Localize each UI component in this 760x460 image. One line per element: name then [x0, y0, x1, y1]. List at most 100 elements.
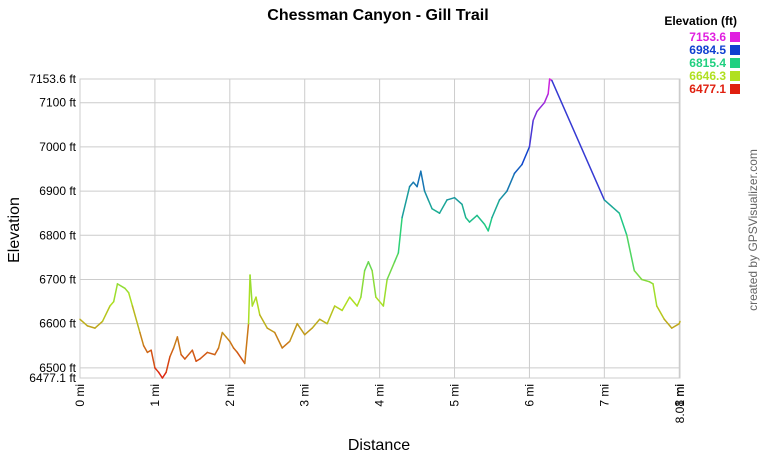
elevation-segment — [172, 336, 179, 349]
elevation-segment — [427, 199, 433, 210]
elevation-segment — [112, 283, 119, 303]
elevation-segment — [678, 320, 681, 325]
elevation-segment — [176, 336, 182, 356]
elevation-segment — [423, 190, 430, 201]
elevation-segment — [453, 196, 463, 206]
elevation-segment — [247, 274, 251, 325]
y-tick-label: 7153.6 ft — [29, 72, 76, 86]
elevation-segment — [626, 234, 636, 272]
elevation-segment — [397, 216, 403, 254]
elevation-segment — [109, 300, 115, 307]
x-tick-label: 8 mi — [672, 384, 686, 407]
elevation-segment — [236, 351, 246, 365]
elevation-segment — [412, 181, 418, 188]
legend-title: Elevation (ft) — [664, 14, 737, 28]
elevation-segment — [487, 216, 493, 232]
elevation-segment — [367, 261, 373, 272]
elevation-segment — [671, 322, 681, 329]
elevation-segment — [127, 291, 134, 307]
elevation-segment — [318, 318, 328, 325]
elevation-segment — [251, 296, 257, 307]
elevation-segment — [633, 269, 643, 281]
legend-swatch — [730, 84, 740, 94]
x-axis-label: Distance — [348, 437, 410, 454]
elevation-segment — [288, 322, 298, 343]
x-tick-label: 7 mi — [597, 384, 611, 407]
elevation-segment — [142, 345, 149, 354]
elevation-segment — [603, 199, 613, 208]
y-tick-label: 6500 ft — [39, 361, 76, 375]
x-tick-label: 1 mi — [148, 384, 162, 407]
elevation-segment — [206, 351, 216, 356]
elevation-segment — [532, 110, 538, 122]
elevation-segment — [131, 305, 141, 334]
elevation-segment — [656, 305, 666, 321]
elevation-segment — [191, 349, 197, 362]
elevation-segment — [259, 314, 269, 329]
elevation-segment — [281, 340, 291, 349]
legend-label: 6815.4 — [689, 56, 726, 70]
elevation-segment — [199, 351, 209, 360]
elevation-segment — [296, 322, 306, 336]
elevation-segment — [543, 93, 549, 104]
elevation-segment — [611, 205, 621, 214]
elevation-segment — [180, 353, 186, 360]
elevation-segment — [157, 371, 164, 379]
elevation-segment — [124, 287, 130, 294]
elevation-segment — [94, 320, 104, 329]
elevation-segment — [491, 199, 501, 219]
x-tick-label: 8.01 mi — [673, 384, 687, 423]
elevation-segment — [150, 349, 156, 369]
elevation-segment — [547, 78, 551, 95]
elevation-segment — [408, 181, 415, 188]
y-axis-label: Elevation — [6, 197, 23, 263]
elevation-segment — [476, 214, 486, 225]
elevation-segment — [274, 331, 283, 349]
elevation-segment — [431, 208, 441, 214]
legend-swatch — [730, 45, 740, 55]
elevation-segment — [229, 340, 235, 349]
y-tick-label: 7000 ft — [39, 140, 76, 154]
elevation-segment — [333, 305, 343, 312]
elevation-segment — [483, 223, 489, 232]
y-tick-label: 6477.1 ft — [29, 371, 76, 385]
legend-label: 6984.5 — [689, 43, 726, 57]
legend-label: 6646.3 — [689, 69, 726, 83]
elevation-segment — [401, 185, 411, 219]
elevation-segment — [214, 347, 220, 356]
x-tick-label: 3 mi — [298, 384, 312, 407]
elevation-segment — [461, 203, 467, 219]
legend-label: 6477.1 — [689, 82, 726, 96]
elevation-segment — [232, 347, 239, 354]
x-tick-label: 6 mi — [522, 384, 536, 407]
elevation-segment — [438, 199, 448, 214]
elevation-segment — [311, 318, 321, 329]
elevation-segment — [356, 296, 362, 307]
elevation-segment — [465, 216, 471, 223]
elevation-segment — [169, 347, 175, 358]
y-tick-label: 6700 ft — [39, 272, 76, 286]
elevation-segment — [652, 283, 658, 307]
elevation-segment — [161, 371, 167, 379]
elevation-segment — [375, 296, 385, 307]
elevation-segment — [225, 336, 231, 343]
elevation-segment — [521, 146, 531, 166]
elevation-segment — [618, 212, 628, 237]
elevation-segment — [184, 349, 194, 360]
elevation-segment — [101, 305, 111, 323]
legend-swatch — [730, 58, 740, 68]
elevation-segment — [498, 190, 508, 201]
elevation-segment — [221, 331, 227, 338]
legend-swatch — [730, 71, 740, 81]
chart-title: Chessman Canyon - Gill Trail — [267, 7, 488, 24]
elevation-segment — [506, 172, 516, 192]
elevation-segment — [86, 325, 96, 329]
legend-label: 7153.6 — [689, 30, 726, 44]
elevation-segment — [79, 318, 89, 327]
x-tick-label: 0 mi — [73, 384, 87, 407]
elevation-segment — [165, 356, 171, 374]
elevation-segment — [371, 269, 377, 298]
elevation-segment — [363, 261, 370, 272]
elevation-segment — [303, 327, 313, 336]
